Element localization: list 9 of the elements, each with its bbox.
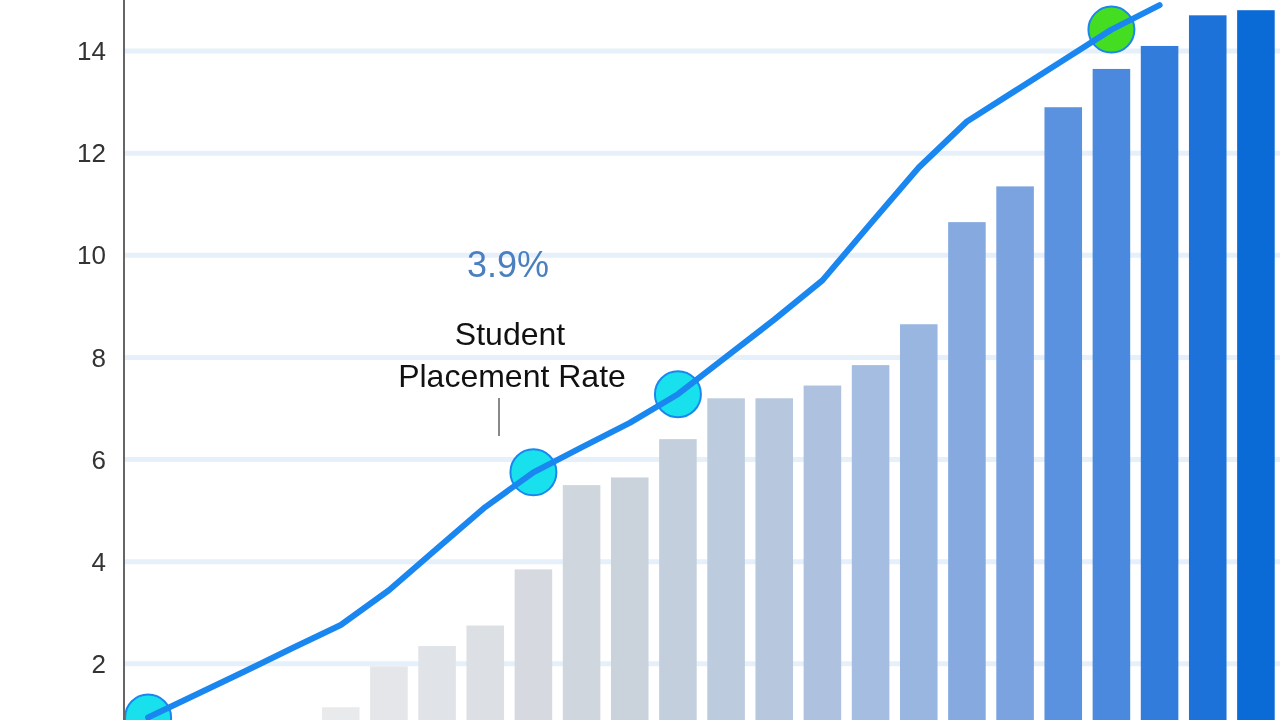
y-tick-label: 14 — [77, 36, 106, 67]
annotation: 3.9% — [466, 244, 550, 285]
y-tick-label: 6 — [91, 444, 106, 475]
annotation: Student Placement Rate — [398, 316, 626, 394]
y-tick-label: 10 — [77, 240, 106, 271]
y-tick-label: 4 — [91, 546, 106, 577]
y-tick-label: 8 — [91, 342, 106, 373]
y-tick-label: 2 — [91, 648, 106, 679]
y-tick-label: 12 — [77, 138, 106, 169]
